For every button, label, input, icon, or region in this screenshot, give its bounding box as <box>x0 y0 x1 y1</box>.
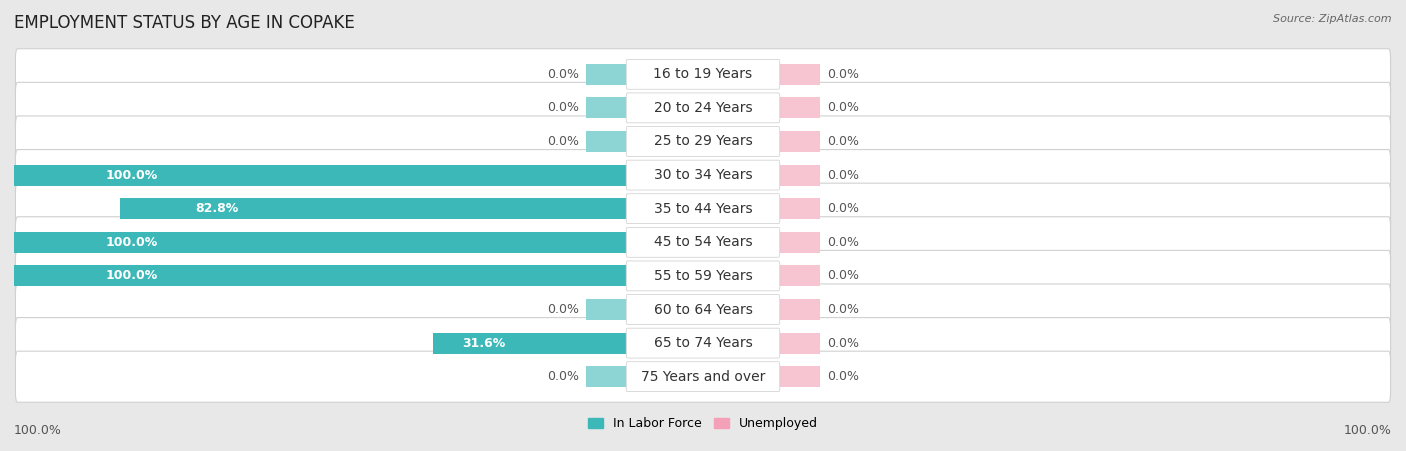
Text: 60 to 64 Years: 60 to 64 Years <box>654 303 752 317</box>
FancyBboxPatch shape <box>626 362 780 391</box>
Bar <box>433 333 627 354</box>
Bar <box>779 131 820 152</box>
Text: 75 Years and over: 75 Years and over <box>641 370 765 384</box>
Text: 31.6%: 31.6% <box>463 336 506 350</box>
Bar <box>779 333 820 354</box>
FancyBboxPatch shape <box>626 93 780 123</box>
Text: 0.0%: 0.0% <box>827 169 859 182</box>
Bar <box>779 366 820 387</box>
Text: 25 to 29 Years: 25 to 29 Years <box>654 134 752 148</box>
FancyBboxPatch shape <box>15 183 1391 234</box>
Text: 0.0%: 0.0% <box>547 68 579 81</box>
Bar <box>120 198 627 219</box>
Bar <box>779 232 820 253</box>
FancyBboxPatch shape <box>15 116 1391 167</box>
Text: 0.0%: 0.0% <box>827 68 859 81</box>
Bar <box>779 97 820 118</box>
Text: 100.0%: 100.0% <box>1344 424 1392 437</box>
FancyBboxPatch shape <box>626 295 780 324</box>
Bar <box>779 64 820 85</box>
Bar <box>586 97 627 118</box>
Text: 0.0%: 0.0% <box>827 336 859 350</box>
FancyBboxPatch shape <box>15 150 1391 201</box>
Bar <box>779 165 820 185</box>
Text: 55 to 59 Years: 55 to 59 Years <box>654 269 752 283</box>
Text: 0.0%: 0.0% <box>827 370 859 383</box>
Text: 0.0%: 0.0% <box>827 135 859 148</box>
Text: 100.0%: 100.0% <box>105 269 159 282</box>
Text: Source: ZipAtlas.com: Source: ZipAtlas.com <box>1274 14 1392 23</box>
Bar <box>586 299 627 320</box>
FancyBboxPatch shape <box>626 60 780 89</box>
Text: 0.0%: 0.0% <box>827 236 859 249</box>
FancyBboxPatch shape <box>15 250 1391 301</box>
Bar <box>586 64 627 85</box>
Text: 100.0%: 100.0% <box>14 424 62 437</box>
Bar <box>779 299 820 320</box>
Bar <box>14 165 627 185</box>
Text: 0.0%: 0.0% <box>547 101 579 115</box>
FancyBboxPatch shape <box>626 127 780 156</box>
Text: 16 to 19 Years: 16 to 19 Years <box>654 67 752 81</box>
Text: 100.0%: 100.0% <box>105 236 159 249</box>
Text: 0.0%: 0.0% <box>547 370 579 383</box>
Text: 0.0%: 0.0% <box>827 269 859 282</box>
FancyBboxPatch shape <box>15 351 1391 402</box>
Text: 0.0%: 0.0% <box>547 303 579 316</box>
Text: 35 to 44 Years: 35 to 44 Years <box>654 202 752 216</box>
FancyBboxPatch shape <box>626 194 780 224</box>
Text: 0.0%: 0.0% <box>827 303 859 316</box>
Text: 65 to 74 Years: 65 to 74 Years <box>654 336 752 350</box>
FancyBboxPatch shape <box>15 284 1391 335</box>
Legend: In Labor Force, Unemployed: In Labor Force, Unemployed <box>583 412 823 435</box>
Text: 100.0%: 100.0% <box>105 169 159 182</box>
FancyBboxPatch shape <box>15 318 1391 368</box>
Bar <box>586 131 627 152</box>
FancyBboxPatch shape <box>626 160 780 190</box>
Bar <box>14 232 627 253</box>
Text: 0.0%: 0.0% <box>827 101 859 115</box>
Text: 30 to 34 Years: 30 to 34 Years <box>654 168 752 182</box>
Text: EMPLOYMENT STATUS BY AGE IN COPAKE: EMPLOYMENT STATUS BY AGE IN COPAKE <box>14 14 354 32</box>
FancyBboxPatch shape <box>626 261 780 291</box>
Text: 20 to 24 Years: 20 to 24 Years <box>654 101 752 115</box>
Text: 0.0%: 0.0% <box>547 135 579 148</box>
Text: 45 to 54 Years: 45 to 54 Years <box>654 235 752 249</box>
Bar <box>779 266 820 286</box>
Bar <box>14 266 627 286</box>
FancyBboxPatch shape <box>626 328 780 358</box>
Bar <box>586 366 627 387</box>
FancyBboxPatch shape <box>626 227 780 257</box>
FancyBboxPatch shape <box>15 49 1391 100</box>
Text: 82.8%: 82.8% <box>195 202 239 215</box>
Text: 0.0%: 0.0% <box>827 202 859 215</box>
FancyBboxPatch shape <box>15 217 1391 268</box>
FancyBboxPatch shape <box>15 83 1391 133</box>
Bar <box>779 198 820 219</box>
